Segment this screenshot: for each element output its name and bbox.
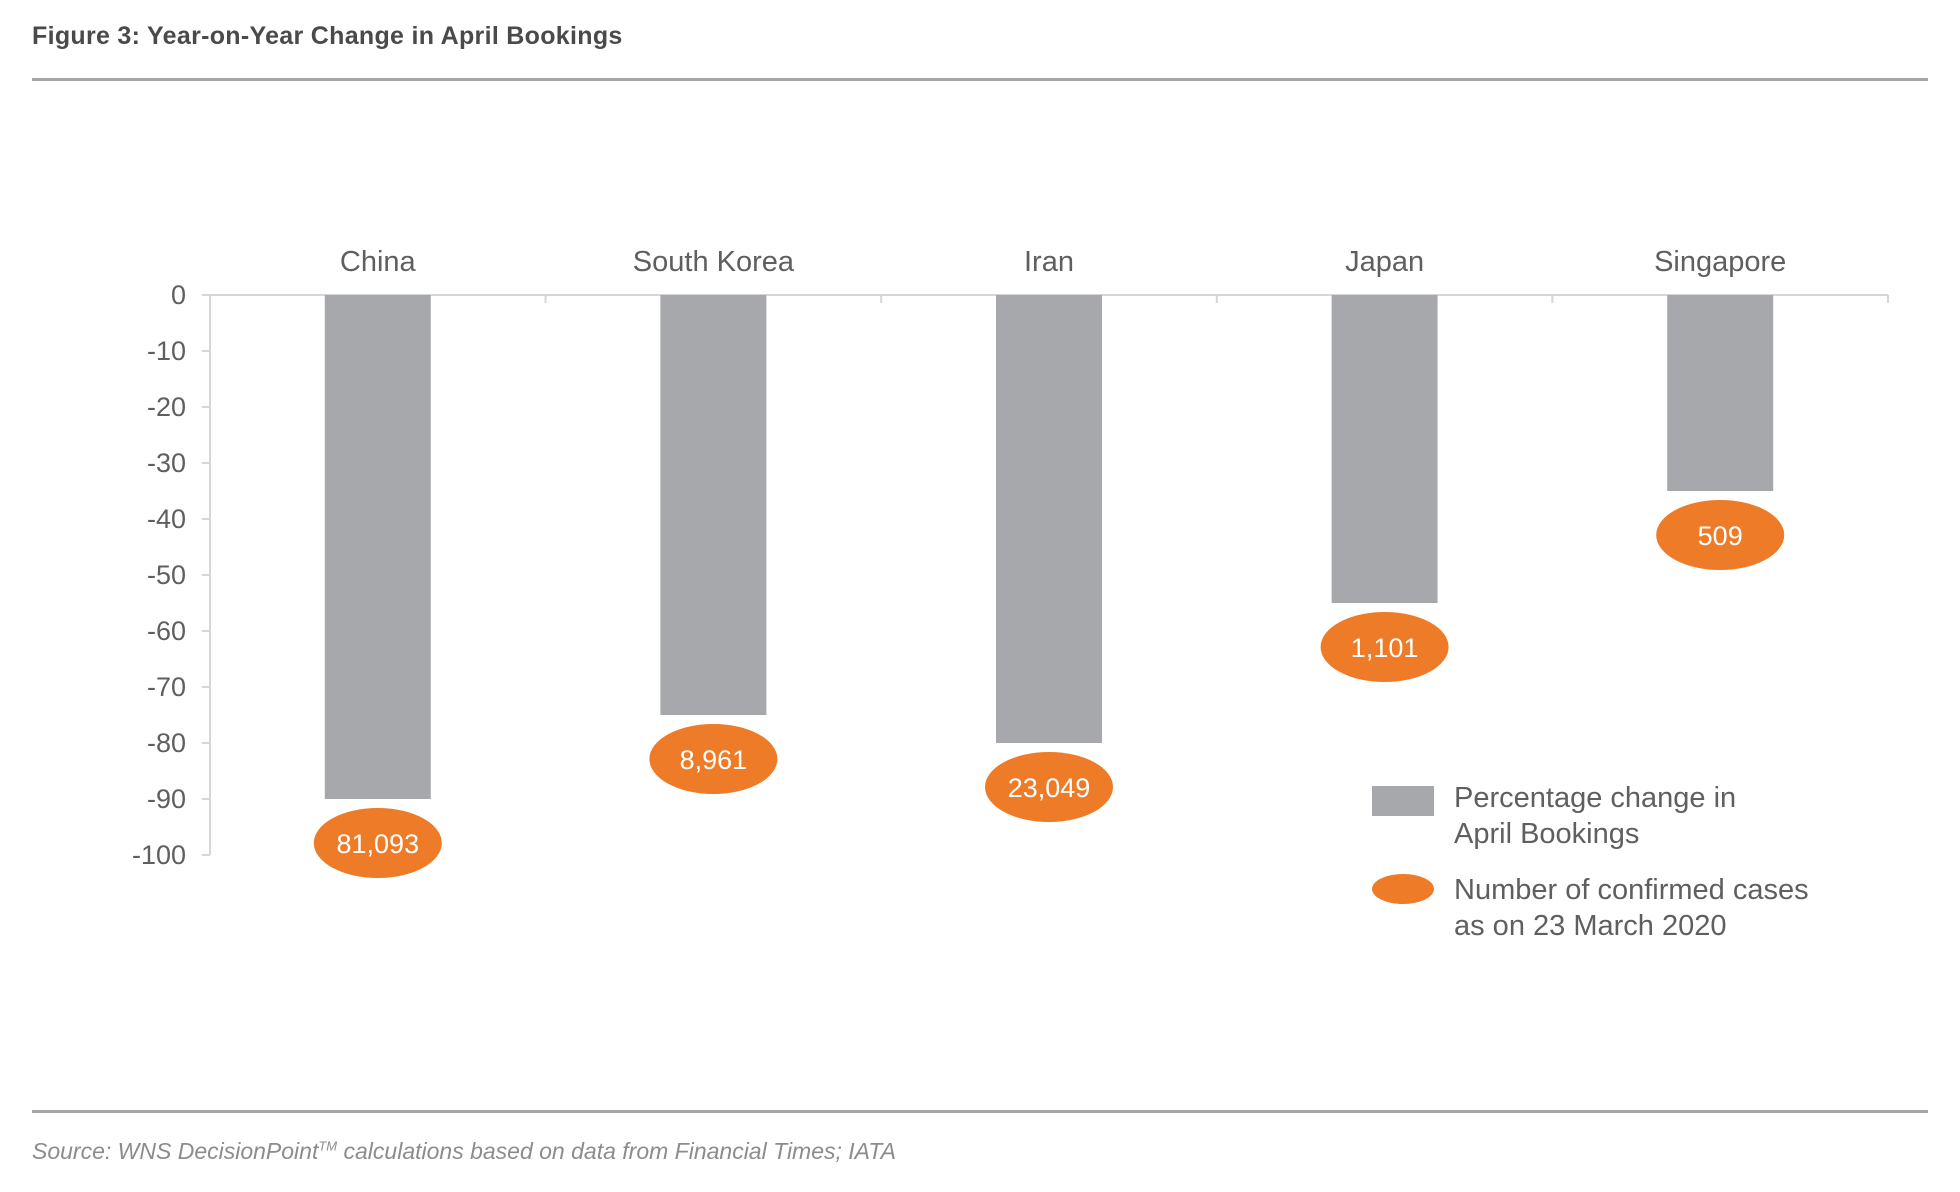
bar: [660, 295, 767, 715]
y-tick-label: -60: [147, 616, 186, 646]
y-tick-label: -20: [147, 392, 186, 422]
top-divider: [32, 78, 1928, 81]
x-category-label: Singapore: [1654, 246, 1786, 278]
legend-swatch-bubble: [1372, 874, 1434, 904]
confirmed-cases-bubble: [313, 808, 442, 878]
confirmed-cases-bubble: [1656, 500, 1785, 570]
trademark-mark: TM: [318, 1138, 338, 1154]
confirmed-cases-bubble: [985, 752, 1113, 822]
confirmed-cases-label: 8,961: [680, 745, 748, 775]
confirmed-cases-label: 509: [1698, 521, 1743, 551]
bar: [1667, 295, 1774, 491]
x-category-label: China: [340, 246, 417, 278]
confirmed-cases-label: 81,093: [337, 829, 420, 859]
x-category-label: Japan: [1345, 246, 1424, 278]
legend-label-cases: as on 23 March 2020: [1454, 910, 1726, 942]
source-note: Source: WNS DecisionPointTM calculations…: [32, 1138, 896, 1165]
confirmed-cases-bubble: [649, 724, 778, 794]
y-tick-label: 0: [171, 280, 186, 310]
y-tick-label: -40: [147, 504, 186, 534]
legend-label-bookings: Percentage change in: [1454, 782, 1736, 814]
y-tick-label: -80: [147, 728, 186, 758]
confirmed-cases-bubble: [1320, 612, 1449, 682]
y-tick-label: -50: [147, 560, 186, 590]
figure-title: Figure 3: Year-on-Year Change in April B…: [32, 22, 623, 50]
legend-label-cases: Number of confirmed cases: [1454, 874, 1809, 906]
y-tick-label: -100: [132, 840, 186, 870]
confirmed-cases-label: 23,049: [1008, 773, 1091, 803]
x-category-label: Iran: [1024, 246, 1074, 278]
y-tick-label: -10: [147, 336, 186, 366]
y-tick-label: -90: [147, 784, 186, 814]
confirmed-cases-label: 1,101: [1351, 633, 1419, 663]
source-prefix: Source: WNS DecisionPoint: [32, 1138, 319, 1164]
x-category-label: South Korea: [633, 246, 795, 278]
y-tick-label: -70: [147, 672, 186, 702]
bar: [1331, 295, 1438, 603]
legend-swatch-bar: [1372, 786, 1434, 816]
bar: [996, 295, 1102, 743]
y-tick-label: -30: [147, 448, 186, 478]
legend-label-bookings: April Bookings: [1454, 818, 1639, 850]
source-suffix: calculations based on data from Financia…: [337, 1138, 897, 1164]
bar: [324, 295, 431, 799]
bottom-divider: [32, 1110, 1928, 1113]
